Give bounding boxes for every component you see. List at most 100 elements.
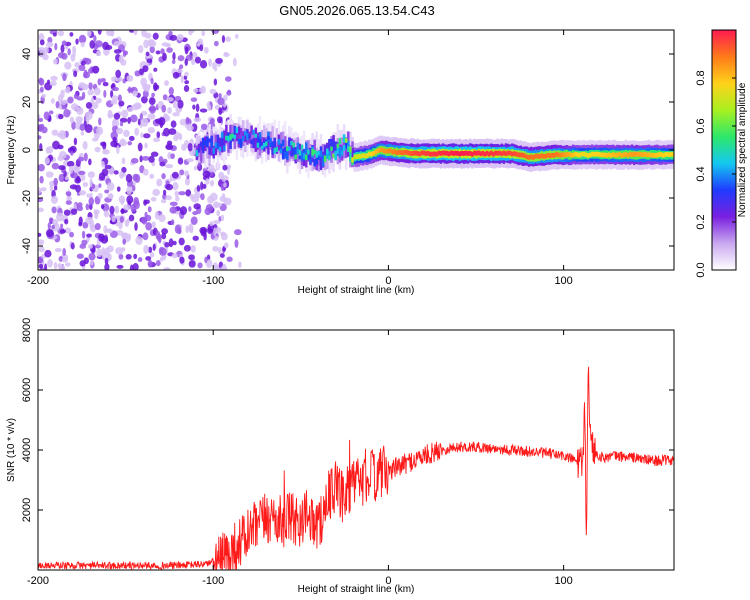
noise-speckle bbox=[57, 113, 64, 120]
ridge-cell bbox=[271, 141, 274, 147]
noise-speckle bbox=[105, 228, 113, 233]
colorbar: 0.0 0.2 0.4 0.6 0.8 Normalized spectral ampl… bbox=[695, 29, 748, 278]
noise-speckle bbox=[212, 245, 219, 252]
noise-speckle bbox=[191, 58, 196, 66]
ridge-cell bbox=[347, 140, 350, 149]
noise-speckle bbox=[197, 38, 204, 47]
ridge-cell bbox=[344, 138, 348, 143]
ridge-cell bbox=[279, 143, 283, 154]
ridge-cell bbox=[248, 134, 251, 139]
noise-speckle bbox=[155, 50, 161, 55]
ridge-cell bbox=[666, 151, 670, 157]
noise-speckle bbox=[168, 30, 173, 37]
noise-speckle bbox=[83, 152, 88, 162]
noise-speckle bbox=[212, 262, 218, 270]
noise-speckle bbox=[170, 219, 175, 226]
noise-speckle bbox=[156, 131, 161, 139]
noise-speckle bbox=[70, 208, 78, 215]
noise-speckle bbox=[84, 123, 93, 133]
ridge-cell bbox=[208, 138, 211, 143]
noise-speckle bbox=[48, 110, 54, 115]
ridge-cell bbox=[658, 152, 661, 157]
noise-speckle bbox=[215, 57, 223, 64]
noise-speckle bbox=[50, 195, 59, 204]
noise-speckle bbox=[221, 35, 226, 43]
ridge-cell bbox=[283, 151, 287, 159]
noise-speckle bbox=[61, 40, 67, 46]
noise-speckle bbox=[53, 185, 58, 191]
ridge-cell bbox=[464, 150, 468, 156]
ridge-cell bbox=[220, 133, 224, 146]
noise-speckle bbox=[158, 214, 166, 223]
noise-speckle bbox=[195, 103, 200, 113]
ridge-cell bbox=[351, 147, 354, 165]
noise-speckle bbox=[192, 235, 199, 241]
noise-speckle bbox=[38, 187, 42, 195]
noise-speckle bbox=[38, 246, 45, 253]
noise-speckle bbox=[84, 58, 92, 65]
noise-speckle bbox=[38, 135, 42, 140]
noise-speckle bbox=[113, 112, 121, 120]
noise-speckle bbox=[218, 107, 223, 116]
ridge-cell bbox=[376, 148, 380, 154]
noise-speckle bbox=[110, 90, 114, 98]
noise-speckle bbox=[123, 129, 130, 138]
noise-speckle bbox=[67, 48, 71, 56]
noise-speckle bbox=[180, 75, 184, 84]
noise-speckle bbox=[119, 121, 124, 127]
noise-speckle bbox=[181, 143, 187, 151]
noise-speckle bbox=[176, 33, 184, 41]
noise-speckle bbox=[90, 97, 95, 104]
noise-speckle bbox=[218, 93, 222, 99]
ridge-cell bbox=[252, 129, 255, 136]
ridge-cell bbox=[410, 151, 413, 156]
spectrogram-x-tick-label: -100 bbox=[202, 275, 224, 287]
noise-speckle bbox=[209, 88, 217, 95]
ridge-cell bbox=[218, 146, 222, 152]
ridge-cell bbox=[622, 152, 625, 158]
noise-speckle bbox=[39, 86, 44, 93]
noise-speckle bbox=[202, 183, 207, 190]
ridge-cell bbox=[601, 152, 604, 158]
ridge-cell bbox=[233, 134, 237, 139]
ridge-cell bbox=[235, 130, 239, 140]
ridge-cell bbox=[290, 138, 293, 154]
ridge-cell bbox=[370, 151, 373, 157]
ridge-cell bbox=[412, 150, 415, 156]
ridge-cell bbox=[408, 150, 411, 156]
noise-speckle bbox=[39, 143, 43, 152]
noise-speckle bbox=[94, 132, 100, 140]
noise-speckle bbox=[88, 244, 94, 249]
noise-speckle bbox=[104, 257, 109, 265]
ridge-cell bbox=[225, 135, 228, 141]
ridge-cell bbox=[206, 139, 209, 144]
ridge-cell bbox=[267, 139, 270, 155]
noise-speckle bbox=[223, 51, 228, 57]
snr-y-tick-label: 8000 bbox=[21, 318, 33, 342]
ridge-cell bbox=[321, 154, 325, 167]
noise-speckle bbox=[51, 162, 60, 170]
noise-speckle bbox=[140, 117, 149, 127]
ridge-cell bbox=[500, 151, 504, 157]
noise-speckle bbox=[107, 245, 114, 253]
snr-x-tick-label: -200 bbox=[27, 575, 49, 587]
ridge-cell bbox=[212, 133, 216, 157]
ridge-cell bbox=[382, 148, 386, 154]
ridge-cell bbox=[633, 151, 636, 157]
noise-speckle bbox=[123, 204, 131, 211]
noise-speckle bbox=[45, 171, 54, 178]
noise-speckle bbox=[134, 222, 138, 231]
noise-speckle bbox=[107, 193, 114, 200]
noise-speckle bbox=[97, 30, 102, 35]
noise-speckle bbox=[163, 189, 167, 196]
noise-speckle bbox=[224, 76, 232, 82]
ridge-cell bbox=[292, 142, 295, 148]
ridge-cell bbox=[332, 153, 335, 158]
ridge-cell bbox=[248, 123, 251, 139]
noise-speckle bbox=[151, 221, 156, 229]
noise-speckle bbox=[38, 257, 43, 264]
noise-speckle bbox=[164, 80, 169, 86]
noise-speckle bbox=[140, 132, 144, 139]
ridge-cell bbox=[229, 140, 232, 149]
noise-speckle bbox=[197, 262, 203, 269]
